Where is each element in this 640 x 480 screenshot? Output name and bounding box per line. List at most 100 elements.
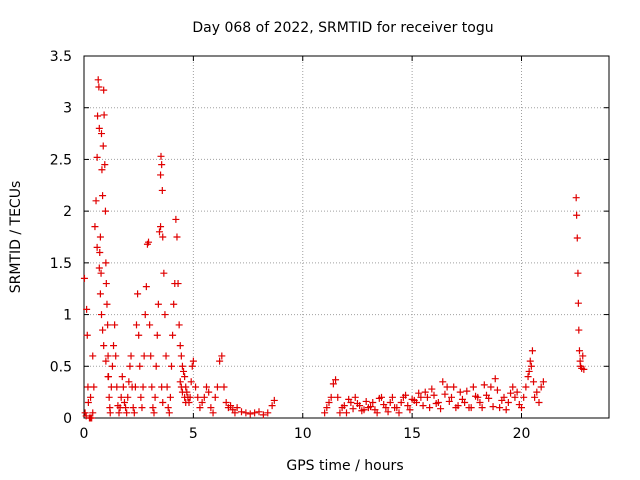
- data-point: [104, 352, 112, 360]
- data-point: [108, 362, 116, 370]
- data-point: [99, 192, 107, 200]
- data-point: [353, 400, 361, 408]
- data-point: [404, 402, 412, 410]
- data-point: [463, 387, 471, 395]
- data-point: [99, 142, 107, 150]
- data-point: [345, 395, 353, 403]
- data-point: [491, 375, 499, 383]
- data-point: [445, 397, 453, 405]
- data-point: [393, 404, 401, 412]
- data-point: [131, 383, 139, 391]
- data-point: [150, 409, 158, 417]
- data-point: [415, 389, 423, 397]
- data-point: [103, 300, 111, 308]
- data-point: [520, 393, 528, 401]
- x-tick-label: 0: [80, 426, 89, 442]
- data-point: [334, 393, 342, 401]
- data-point: [329, 380, 337, 388]
- data-point: [157, 223, 165, 231]
- x-tick-label: 20: [513, 426, 531, 442]
- axis-ticks: 0 5 10 15 20 0 0.5 1 1.5 2 2.5 3 3.5: [50, 49, 609, 442]
- data-point: [264, 409, 272, 417]
- data-point: [89, 409, 97, 417]
- data-point: [327, 393, 335, 401]
- data-point: [125, 378, 133, 386]
- data-point: [268, 402, 276, 410]
- data-point: [233, 404, 241, 412]
- data-point: [176, 378, 184, 386]
- data-point: [321, 409, 329, 417]
- data-point: [170, 300, 178, 308]
- data-point: [428, 385, 436, 393]
- data-point: [502, 406, 510, 414]
- data-point: [84, 398, 92, 406]
- data-point: [151, 393, 159, 401]
- data-point: [450, 383, 458, 391]
- data-point: [172, 215, 180, 223]
- data-point: [351, 393, 359, 401]
- data-point: [216, 357, 224, 365]
- y-tick-label: 1.5: [50, 256, 72, 272]
- data-point: [129, 404, 137, 412]
- data-point: [579, 352, 587, 360]
- data-point: [165, 409, 173, 417]
- data-point: [441, 390, 449, 398]
- data-point: [189, 357, 197, 365]
- data-point: [102, 357, 110, 365]
- data-point: [141, 311, 149, 319]
- data-point: [539, 378, 547, 386]
- data-point: [522, 383, 530, 391]
- data-point: [152, 362, 160, 370]
- data-point: [126, 362, 134, 370]
- data-point: [96, 249, 104, 257]
- data-point: [180, 367, 188, 375]
- data-point: [200, 393, 208, 401]
- data-point: [100, 111, 108, 119]
- data-point: [454, 402, 462, 410]
- data-point: [96, 233, 104, 241]
- data-point: [110, 342, 118, 350]
- chart-title: Day 068 of 2022, SRMTID for receiver tog…: [192, 20, 493, 36]
- data-point: [83, 331, 91, 339]
- data-point: [138, 404, 146, 412]
- data-point: [439, 378, 447, 386]
- data-point: [149, 404, 157, 412]
- data-point: [489, 403, 497, 411]
- data-point: [111, 321, 119, 329]
- data-point: [99, 326, 107, 334]
- data-point: [158, 383, 166, 391]
- data-point: [101, 161, 109, 169]
- data-point: [134, 290, 142, 298]
- data-point: [93, 243, 101, 251]
- data-point: [173, 233, 181, 241]
- data-point: [95, 83, 103, 91]
- data-point: [168, 362, 175, 370]
- data-point: [336, 409, 344, 417]
- data-point: [140, 352, 148, 360]
- data-point: [498, 396, 506, 404]
- data-point: [181, 393, 189, 401]
- data-point: [142, 283, 150, 291]
- data-point: [98, 166, 106, 174]
- data-point: [162, 352, 170, 360]
- data-point: [340, 402, 348, 410]
- data-point: [133, 321, 140, 329]
- data-point: [574, 299, 582, 307]
- data-point: [242, 409, 250, 417]
- y-tick-label: 0.5: [50, 359, 72, 375]
- data-point: [573, 234, 581, 242]
- data-point: [209, 409, 217, 417]
- data-point: [98, 311, 105, 319]
- data-point: [574, 269, 582, 277]
- data-point: [130, 409, 138, 417]
- data-point: [192, 383, 200, 391]
- data-point: [169, 331, 177, 339]
- data-point: [100, 86, 108, 94]
- data-point: [531, 393, 539, 401]
- data-point: [358, 407, 366, 415]
- data-point: [158, 161, 166, 169]
- data-point: [527, 362, 535, 370]
- data-point: [157, 152, 165, 160]
- data-point: [98, 130, 105, 138]
- data-point: [175, 321, 183, 329]
